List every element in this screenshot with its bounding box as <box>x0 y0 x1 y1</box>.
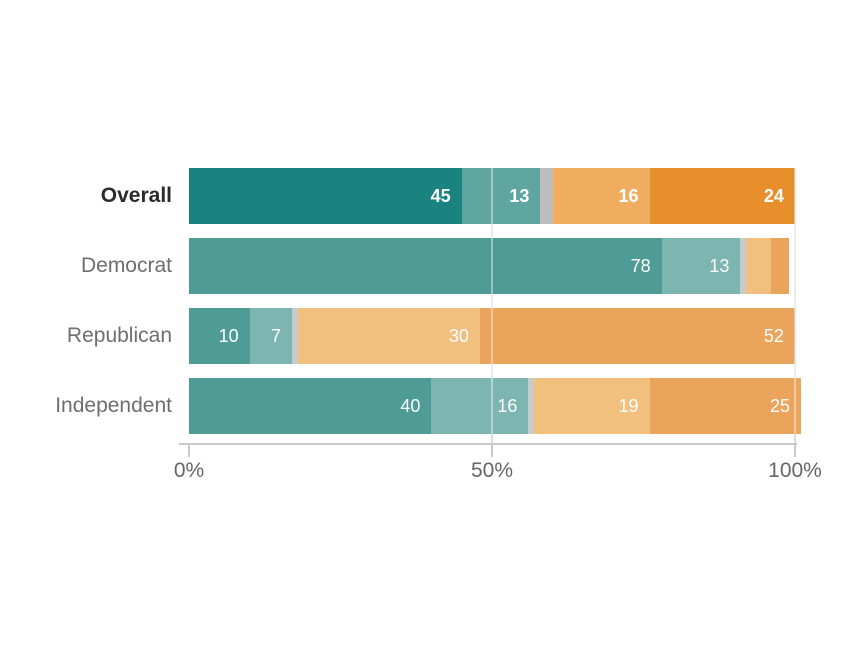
bar-segment-orange-light: 16 <box>552 168 650 224</box>
segment-value-label: 16 <box>497 395 518 416</box>
gridline-100-under <box>794 168 796 444</box>
bar-row-overall: 45 13 16 24 <box>189 168 795 224</box>
x-axis-tick-label-100: 100% <box>768 459 822 482</box>
bar-segment-orange-light: 30 <box>298 308 480 364</box>
segment-value-label: 78 <box>630 255 651 276</box>
bar-segment-teal-light: 13 <box>661 238 741 294</box>
bar-segment-gray-neutral-unlabeled <box>292 308 299 364</box>
bar-segment-orange-strong <box>770 238 789 294</box>
bar-segment-teal-light: 7 <box>249 308 292 364</box>
segment-value-label: 19 <box>618 395 639 416</box>
segment-value-label: 40 <box>400 395 421 416</box>
x-axis-tick-50 <box>491 443 493 457</box>
bar-segment-orange-light: 19 <box>534 378 650 434</box>
bar-segment-teal-light: 16 <box>431 378 529 434</box>
segment-value-label: 13 <box>509 185 530 206</box>
segment-value-label: 25 <box>769 395 791 416</box>
bar-segment-teal-strong: 40 <box>189 378 432 434</box>
bar-segment-orange-strong: 24 <box>649 168 795 224</box>
category-label-republican: Republican <box>66 324 172 347</box>
x-axis-tick-100 <box>794 443 796 457</box>
category-label-independent: Independent <box>55 394 172 417</box>
segment-value-label: 52 <box>763 325 784 346</box>
bar-segment-teal-strong: 10 <box>189 308 250 364</box>
category-label-democrat: Democrat <box>80 254 172 277</box>
segment-value-label: 30 <box>448 325 469 346</box>
bar-segment-gray-neutral-unlabeled <box>740 238 747 294</box>
bar-segment-teal-strong: 78 <box>189 238 662 294</box>
segment-value-label: 7 <box>270 325 281 346</box>
bar-segment-orange-strong: 52 <box>479 308 795 364</box>
segment-value-label: 45 <box>430 185 451 206</box>
bar-segment-gray-neutral-unlabeled <box>528 378 535 434</box>
segment-value-label: 24 <box>763 185 784 206</box>
bar-row-independent: 40 16 19 25 <box>189 378 802 434</box>
x-axis-line <box>179 443 797 445</box>
bar-segment-orange-light <box>746 238 771 294</box>
gridline-50-over <box>491 168 493 434</box>
x-axis-tick-label-0: 0% <box>173 459 205 482</box>
gridline-50-under <box>491 168 493 444</box>
category-label-overall: Overall <box>100 184 172 207</box>
bar-row-democrat: 78 13 <box>189 238 795 294</box>
bar-segment-teal-light: 13 <box>461 168 541 224</box>
bar-segment-teal-strong: 45 <box>189 168 462 224</box>
x-axis-tick-label-50: 50% <box>470 459 514 482</box>
bar-row-republican: 10 7 30 52 <box>189 308 795 364</box>
x-axis-tick-0 <box>188 443 190 457</box>
segment-value-label: 16 <box>618 185 639 206</box>
segment-value-label: 10 <box>218 325 239 346</box>
bar-segment-orange-strong: 25 <box>649 378 802 434</box>
bar-segment-gray-neutral-unlabeled <box>540 168 553 224</box>
gridline-100-over <box>794 168 796 434</box>
plot-area: 45 13 16 24 78 13 10 7 30 52 40 16 19 25 <box>189 168 802 444</box>
segment-value-label: 13 <box>709 255 730 276</box>
